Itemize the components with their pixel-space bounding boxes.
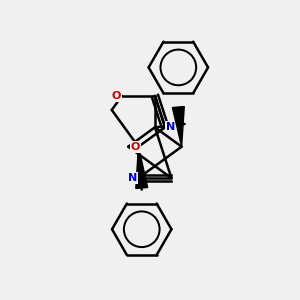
Text: O: O [111,91,121,101]
Text: N: N [167,122,176,132]
Polygon shape [136,147,148,188]
Text: O: O [131,142,140,152]
Polygon shape [172,106,184,147]
Text: N: N [128,173,137,183]
